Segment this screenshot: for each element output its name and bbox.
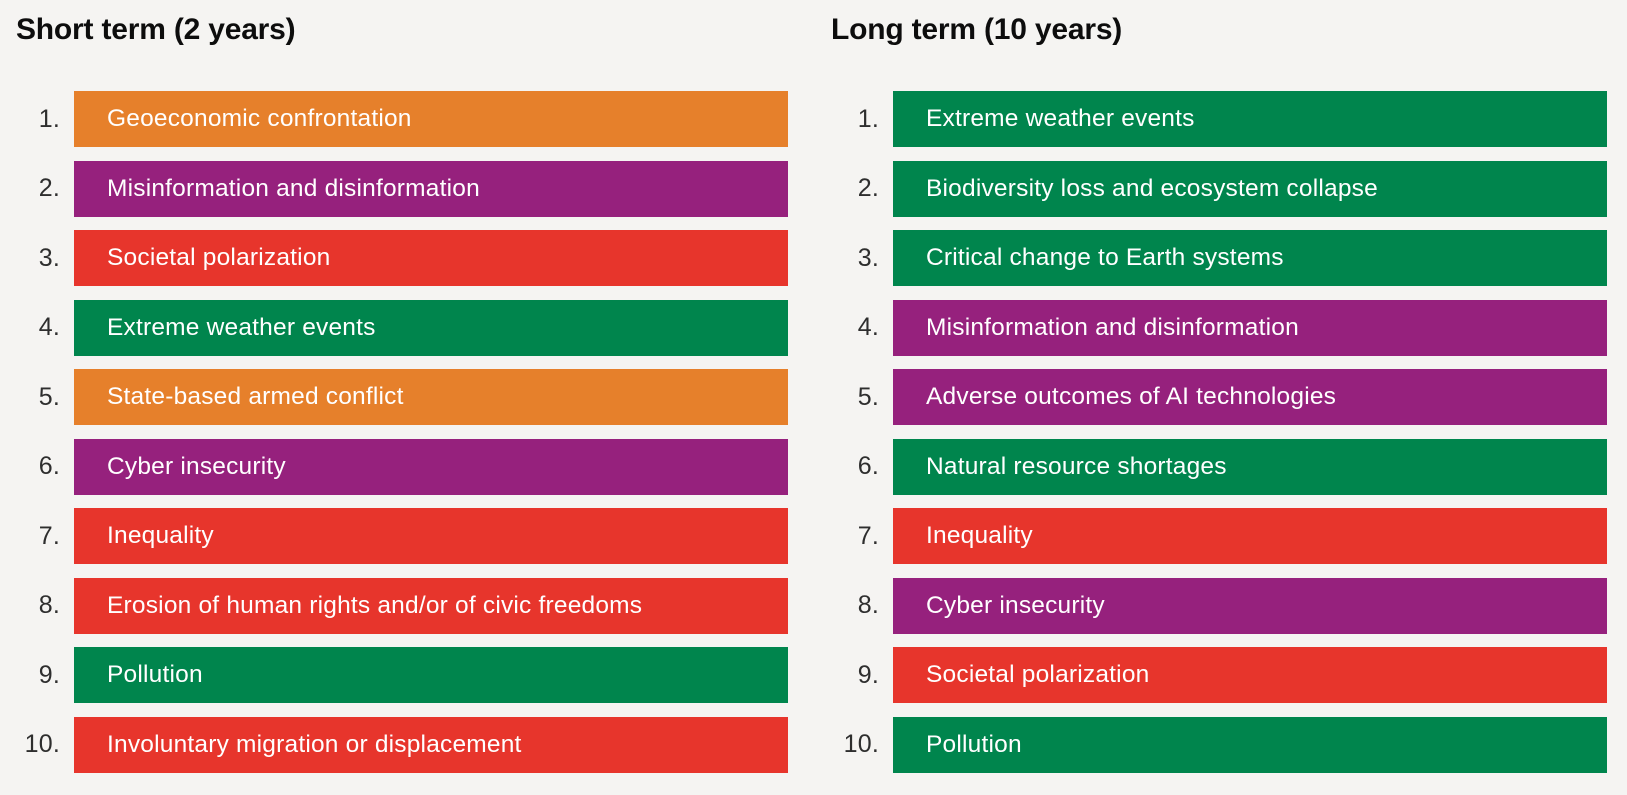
risk-rank-number: 2. [857,174,879,202]
risk-bar: Cyber insecurity [74,438,788,495]
risk-rank-number: 9. [857,660,879,689]
risk-bar: State-based armed conflict [74,369,788,425]
risk-rank-number: 4. [38,313,60,341]
risk-bar: Erosion of human rights and/or of civic … [74,577,788,634]
risk-row: 5. Adverse outcomes of AI technologies [831,369,1607,425]
risk-rank-number: 6. [857,452,879,480]
short-term-title: Short term (2 years) [16,13,296,46]
risk-bar: Biodiversity loss and ecosystem collapse [893,160,1607,217]
long-term-column: Long term (10 years) 1. Extreme weather … [831,0,1607,795]
risk-row: 4. Misinformation and disinformation [831,299,1607,356]
risk-bar: Inequality [74,508,788,564]
risk-label: Inequality [926,522,1033,549]
risk-bar: Extreme weather events [893,91,1607,147]
risk-rank-number: 1. [38,104,60,133]
risk-bar: Misinformation and disinformation [893,299,1607,356]
risk-rank-number: 4. [857,313,879,341]
risk-bar: Societal polarization [893,647,1607,703]
risk-row: 5. State-based armed conflict [16,369,788,425]
risk-bar: Involuntary migration or displacement [74,716,788,773]
risk-row: 1. Geoeconomic confrontation [16,91,788,147]
risk-bar: Societal polarization [74,230,788,286]
risk-label: Extreme weather events [107,313,376,341]
risk-row: 8. Cyber insecurity [831,577,1607,634]
risk-rank-number: 2. [38,174,60,202]
risk-rank-number: 8. [38,591,60,619]
risk-bar: Adverse outcomes of AI technologies [893,369,1607,425]
risk-row: 6. Cyber insecurity [16,438,788,495]
risk-label: Misinformation and disinformation [926,313,1299,341]
risk-rank-number: 7. [38,521,60,550]
risk-bar: Critical change to Earth systems [893,230,1607,286]
risk-rank-number: 5. [38,382,60,411]
risk-row: 2. Misinformation and disinformation [16,160,788,217]
risk-bar: Pollution [893,716,1607,773]
risk-label: State-based armed conflict [107,383,404,410]
short-term-column: Short term (2 years) 1. Geoeconomic conf… [16,0,788,795]
risk-bar: Inequality [893,508,1607,564]
risk-label: Misinformation and disinformation [107,174,480,202]
risk-rank-number: 7. [857,521,879,550]
risk-row: 4. Extreme weather events [16,299,788,356]
risk-label: Pollution [926,730,1022,758]
risk-row: 3. Societal polarization [16,230,788,286]
risk-bar: Geoeconomic confrontation [74,91,788,147]
risk-label: Cyber insecurity [926,591,1105,619]
risk-rank-number: 10. [24,730,60,758]
long-term-title: Long term (10 years) [831,13,1123,46]
risk-row: 7. Inequality [16,508,788,564]
risk-rank-number: 6. [38,452,60,480]
risk-bar: Cyber insecurity [893,577,1607,634]
risk-row: 3. Critical change to Earth systems [831,230,1607,286]
long-term-rows: 1. Extreme weather events 2. Biodiversit… [831,91,1607,773]
risk-bar: Misinformation and disinformation [74,160,788,217]
risk-label: Erosion of human rights and/or of civic … [107,591,643,619]
risk-label: Societal polarization [107,244,331,271]
risk-row: 8. Erosion of human rights and/or of civ… [16,577,788,634]
risk-label: Pollution [107,661,203,688]
risk-label: Cyber insecurity [107,452,286,480]
risk-label: Inequality [107,522,214,549]
risk-rank-number: 8. [857,591,879,619]
risk-row: 9. Pollution [16,647,788,703]
risk-rank-number: 9. [38,660,60,689]
risk-row: 2. Biodiversity loss and ecosystem colla… [831,160,1607,217]
risk-label: Biodiversity loss and ecosystem collapse [926,174,1378,202]
risk-label: Involuntary migration or displacement [107,730,522,758]
risk-bar: Pollution [74,647,788,703]
short-term-rows: 1. Geoeconomic confrontation 2. Misinfor… [16,91,788,773]
risk-label: Critical change to Earth systems [926,244,1284,271]
risk-label: Extreme weather events [926,105,1195,132]
risk-bar: Extreme weather events [74,299,788,356]
risk-rank-number: 10. [843,730,879,758]
risk-rank-number: 3. [38,243,60,272]
risk-row: 6. Natural resource shortages [831,438,1607,495]
risk-row: 1. Extreme weather events [831,91,1607,147]
risk-row: 9. Societal polarization [831,647,1607,703]
risk-rank-number: 1. [857,104,879,133]
risk-row: 7. Inequality [831,508,1607,564]
risk-rank-number: 5. [857,382,879,411]
risk-row: 10. Involuntary migration or displacemen… [16,716,788,773]
risk-label: Natural resource shortages [926,452,1227,480]
risk-bar: Natural resource shortages [893,438,1607,495]
risk-row: 10. Pollution [831,716,1607,773]
risk-label: Societal polarization [926,661,1150,688]
risk-label: Geoeconomic confrontation [107,105,412,132]
risk-label: Adverse outcomes of AI technologies [926,383,1337,410]
risk-rank-number: 3. [857,243,879,272]
